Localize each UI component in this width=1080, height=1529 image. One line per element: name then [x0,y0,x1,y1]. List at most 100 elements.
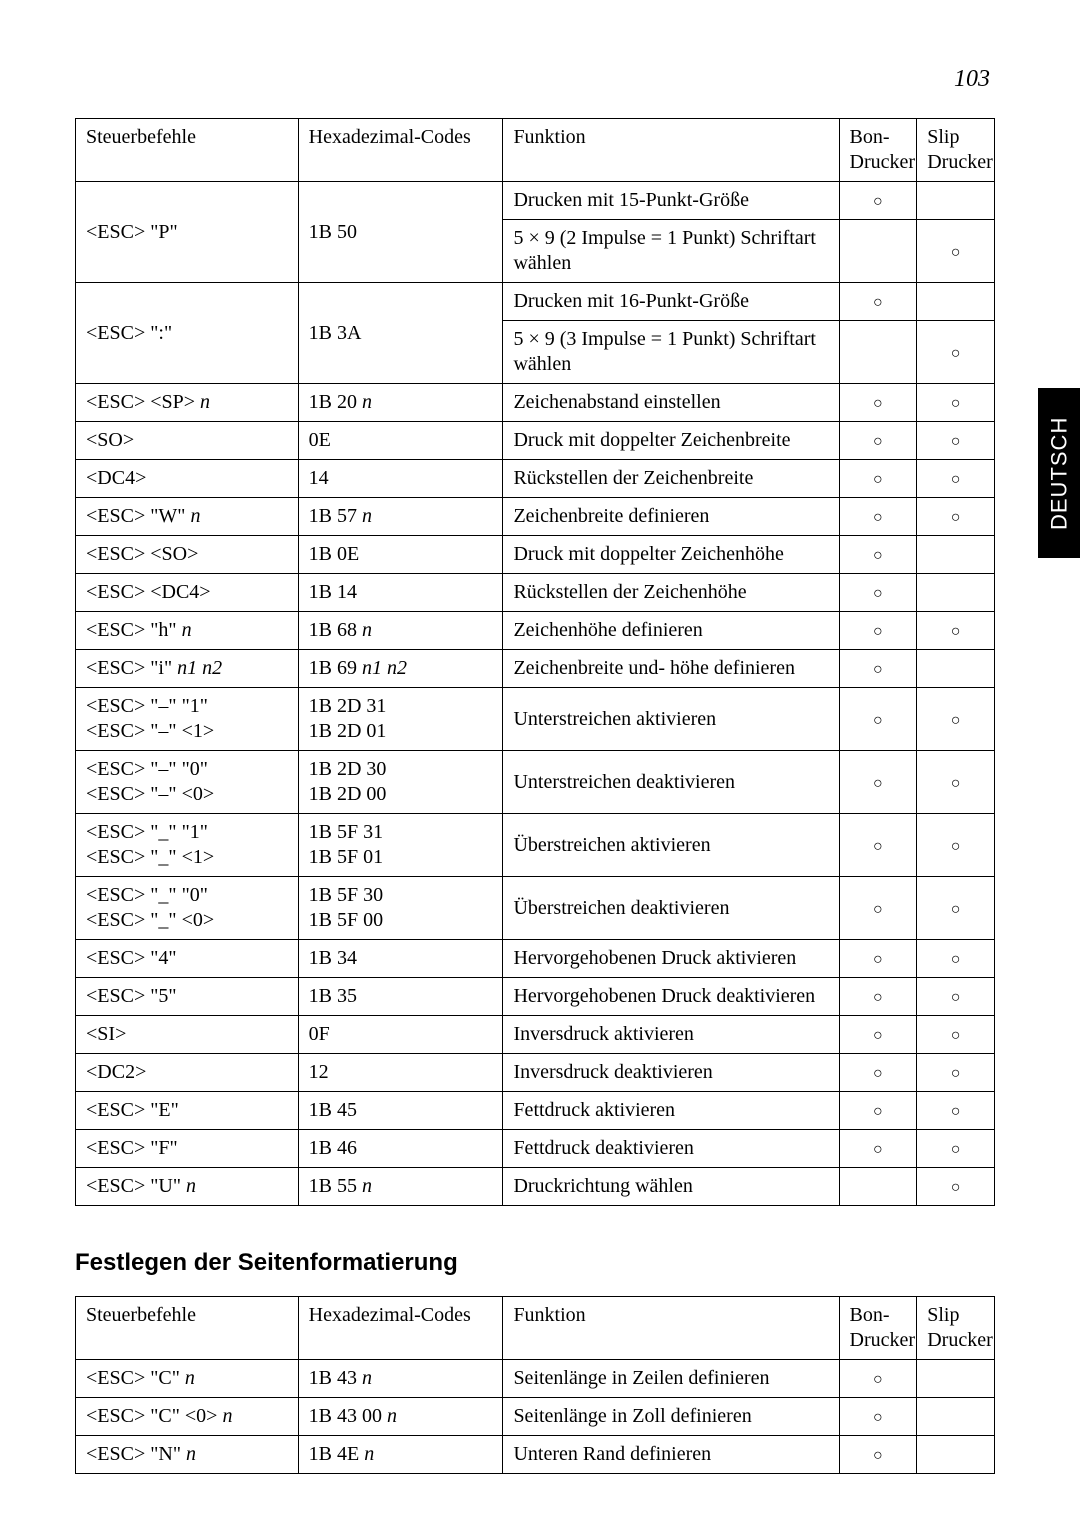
table-row: <ESC> "5"1B 35Hervorgehobenen Druck deak… [76,978,995,1016]
slip-cell: ○ [917,1092,995,1130]
slip-cell: ○ [917,460,995,498]
func-cell: Druckrichtung wählen [503,1168,839,1206]
hex-cell: 1B 20 n [298,384,503,422]
slip-cell: ○ [917,1054,995,1092]
page-number: 103 [954,64,990,94]
cmd-cell: <SI> [76,1016,299,1054]
col-header: SlipDrucker [917,119,995,182]
col-header: Steuerbefehle [76,119,299,182]
cmd-cell: <ESC> "U" n [76,1168,299,1206]
col-header: Funktion [503,119,839,182]
table-row: <DC4>14Rückstellen der Zeichenbreite○○ [76,460,995,498]
col-header: Steuerbefehle [76,1297,299,1360]
hex-cell: 14 [298,460,503,498]
func-cell: Fettdruck deaktivieren [503,1130,839,1168]
table-row: <ESC> "C" <0> n1B 43 00 nSeitenlänge in … [76,1398,995,1436]
hex-cell: 1B 14 [298,574,503,612]
slip-cell: ○ [917,321,995,384]
bon-cell: ○ [839,751,917,814]
section-heading: Festlegen der Seitenformatierung [75,1248,995,1278]
func-cell: Unterstreichen deaktivieren [503,751,839,814]
bon-cell [839,321,917,384]
cmd-cell: <ESC> <DC4> [76,574,299,612]
col-header: Hexadezimal-Codes [298,1297,503,1360]
cmd-cell: <ESC> "i" n1 n2 [76,650,299,688]
slip-cell: ○ [917,1130,995,1168]
func-cell: Rückstellen der Zeichenhöhe [503,574,839,612]
cmd-cell: <ESC> "–" "1"<ESC> "–" <1> [76,688,299,751]
cmd-cell: <ESC> "–" "0"<ESC> "–" <0> [76,751,299,814]
document-page: 103 DEUTSCH Steuerbefehle Hexadezimal-Co… [0,0,1080,1529]
bon-cell: ○ [839,1130,917,1168]
table-row: <ESC> "_" "0"<ESC> "_" <0>1B 5F 301B 5F … [76,877,995,940]
bon-cell: ○ [839,688,917,751]
func-cell: Seitenlänge in Zeilen definieren [503,1360,839,1398]
func-cell: Überstreichen aktivieren [503,814,839,877]
slip-cell [917,1398,995,1436]
slip-cell [917,283,995,321]
cmd-cell: <ESC> <SO> [76,536,299,574]
hex-cell: 1B 43 00 n [298,1398,503,1436]
table-row: <SO>0EDruck mit doppelter Zeichenbreite○… [76,422,995,460]
func-cell: Fettdruck aktivieren [503,1092,839,1130]
slip-cell [917,1360,995,1398]
func-cell: Rückstellen der Zeichenbreite [503,460,839,498]
cmd-cell: <ESC> "h" n [76,612,299,650]
commands-table-1: Steuerbefehle Hexadezimal-Codes Funktion… [75,118,995,1206]
cmd-cell: <ESC> "C" <0> n [76,1398,299,1436]
table-row: <ESC> <SO>1B 0EDruck mit doppelter Zeich… [76,536,995,574]
slip-cell: ○ [917,498,995,536]
func-cell: Inversdruck aktivieren [503,1016,839,1054]
cmd-cell: <ESC> ":" [76,283,299,384]
slip-cell: ○ [917,612,995,650]
slip-cell: ○ [917,751,995,814]
table-row: <ESC> "_" "1"<ESC> "_" <1>1B 5F 311B 5F … [76,814,995,877]
bon-cell: ○ [839,574,917,612]
bon-cell: ○ [839,814,917,877]
bon-cell: ○ [839,460,917,498]
bon-cell: ○ [839,1398,917,1436]
hex-cell: 1B 2D 311B 2D 01 [298,688,503,751]
slip-cell: ○ [917,940,995,978]
slip-cell: ○ [917,877,995,940]
table-row: <ESC> ":"1B 3ADrucken mit 16-Punkt-Größe… [76,283,995,321]
bon-cell: ○ [839,536,917,574]
func-cell: Inversdruck deaktivieren [503,1054,839,1092]
func-cell: Hervorgehobenen Druck deaktivieren [503,978,839,1016]
func-cell: Druck mit doppelter Zeichenbreite [503,422,839,460]
bon-cell: ○ [839,182,917,220]
table-row: <ESC> "i" n1 n21B 69 n1 n2Zeichenbreite … [76,650,995,688]
hex-cell: 1B 55 n [298,1168,503,1206]
table-row: <ESC> "–" "1"<ESC> "–" <1>1B 2D 311B 2D … [76,688,995,751]
bon-cell: ○ [839,978,917,1016]
slip-cell: ○ [917,978,995,1016]
bon-cell: ○ [839,498,917,536]
bon-cell: ○ [839,422,917,460]
commands-table-2: Steuerbefehle Hexadezimal-Codes Funktion… [75,1296,995,1474]
table-header-row: Steuerbefehle Hexadezimal-Codes Funktion… [76,1297,995,1360]
hex-cell: 1B 57 n [298,498,503,536]
cmd-cell: <ESC> "4" [76,940,299,978]
table-row: <ESC> "–" "0"<ESC> "–" <0>1B 2D 301B 2D … [76,751,995,814]
cmd-cell: <ESC> "N" n [76,1436,299,1474]
func-cell: Zeichenabstand einstellen [503,384,839,422]
cmd-cell: <ESC> "C" n [76,1360,299,1398]
slip-cell [917,536,995,574]
hex-cell: 1B 0E [298,536,503,574]
func-cell: Zeichenbreite und- höhe definieren [503,650,839,688]
bon-cell: ○ [839,1436,917,1474]
language-tab: DEUTSCH [1038,388,1080,558]
hex-cell: 1B 68 n [298,612,503,650]
slip-cell: ○ [917,1016,995,1054]
cmd-cell: <ESC> "_" "0"<ESC> "_" <0> [76,877,299,940]
func-cell: Drucken mit 15-Punkt-Größe [503,182,839,220]
table-row: <ESC> "F"1B 46Fettdruck deaktivieren○○ [76,1130,995,1168]
cmd-cell: <DC4> [76,460,299,498]
table-row: <ESC> "N" n1B 4E nUnteren Rand definiere… [76,1436,995,1474]
func-cell: Unterstreichen aktivieren [503,688,839,751]
table-row: <ESC> "4"1B 34Hervorgehobenen Druck akti… [76,940,995,978]
slip-cell [917,650,995,688]
cmd-cell: <ESC> <SP> n [76,384,299,422]
func-cell: Hervorgehobenen Druck aktivieren [503,940,839,978]
table-row: <DC2>12Inversdruck deaktivieren○○ [76,1054,995,1092]
